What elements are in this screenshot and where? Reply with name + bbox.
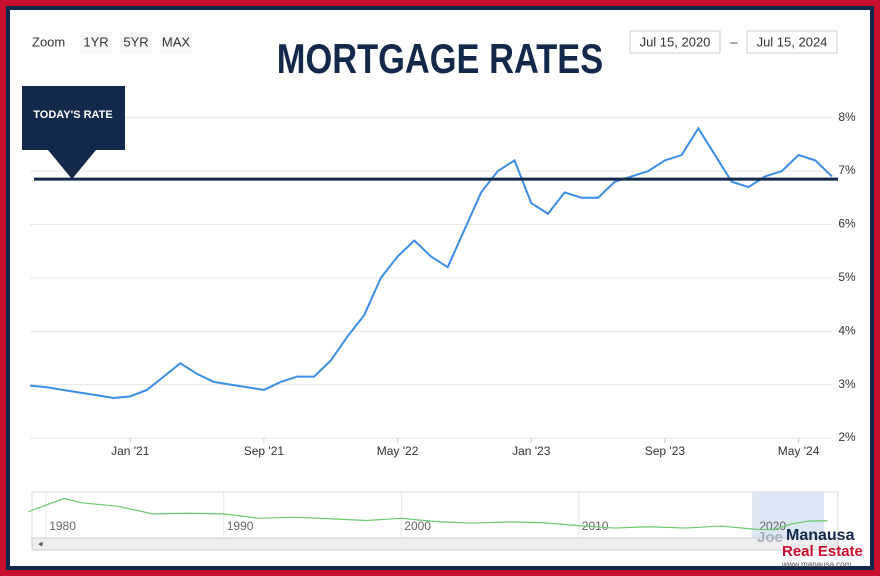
- zoom-button[interactable]: 1YR: [83, 34, 108, 49]
- zoom-button[interactable]: MAX: [162, 34, 191, 49]
- navigator-window[interactable]: [752, 492, 824, 538]
- zoom-button[interactable]: 5YR: [123, 34, 148, 49]
- watermark-url: www.manausa.com: [781, 560, 852, 569]
- range-input[interactable]: [746, 30, 838, 54]
- callout: [22, 86, 125, 180]
- zoom-button-bg[interactable]: [120, 32, 152, 54]
- chart-title: MORTGAGE RATES: [277, 36, 603, 83]
- plot: 2% 3% 4% 5% 6% 7% 8% Jan '21 Sep '21 May '22 Jan '…: [22, 86, 856, 458]
- navigator-tick-label: 2000: [404, 519, 431, 533]
- y-tick-label: 4%: [838, 323, 856, 337]
- zoom-button-bg[interactable]: [160, 32, 192, 54]
- y-tick-label: 2%: [838, 430, 856, 444]
- zoom-button-bg[interactable]: [80, 32, 112, 54]
- y-tick-label: 8%: [838, 110, 856, 124]
- range-input[interactable]: [629, 30, 721, 54]
- range-separator: –: [730, 34, 738, 49]
- x-tick-label: May '24: [778, 444, 820, 458]
- y-tick-label: 7%: [838, 163, 856, 177]
- x-tick-label: Sep '23: [645, 444, 686, 458]
- x-tick-label: Sep '21: [244, 444, 285, 458]
- navigator-tick-label: 2020: [759, 519, 786, 533]
- x-tick-label: May '22: [377, 444, 419, 458]
- range-from[interactable]: Jul 15, 2020: [640, 34, 711, 49]
- scroll-arrow[interactable]: ◂: [38, 538, 43, 548]
- range-to[interactable]: Jul 15, 2024: [757, 34, 828, 49]
- x-tick-label: Jan '23: [512, 444, 551, 458]
- navigator-line: [28, 497, 828, 531]
- watermark-joe: Joe: [757, 529, 783, 546]
- y-tick-label: 6%: [838, 217, 856, 231]
- navigator[interactable]: [31, 491, 839, 539]
- y-tick-label: 3%: [838, 377, 856, 391]
- watermark-sub: Real Estate: [782, 543, 863, 560]
- y-tick-label: 5%: [838, 270, 856, 284]
- navigator-tick-label: 1990: [227, 519, 254, 533]
- zoom-label: Zoom: [32, 34, 65, 49]
- callout-text: TODAY'S RATE: [33, 109, 112, 121]
- background: [10, 10, 870, 566]
- navigator-tick-label: 1980: [49, 519, 76, 533]
- scrollbar[interactable]: [31, 537, 839, 551]
- x-tick-label: Jan '21: [111, 444, 150, 458]
- series-line: [29, 126, 833, 399]
- watermark-name: Manausa: [786, 527, 855, 544]
